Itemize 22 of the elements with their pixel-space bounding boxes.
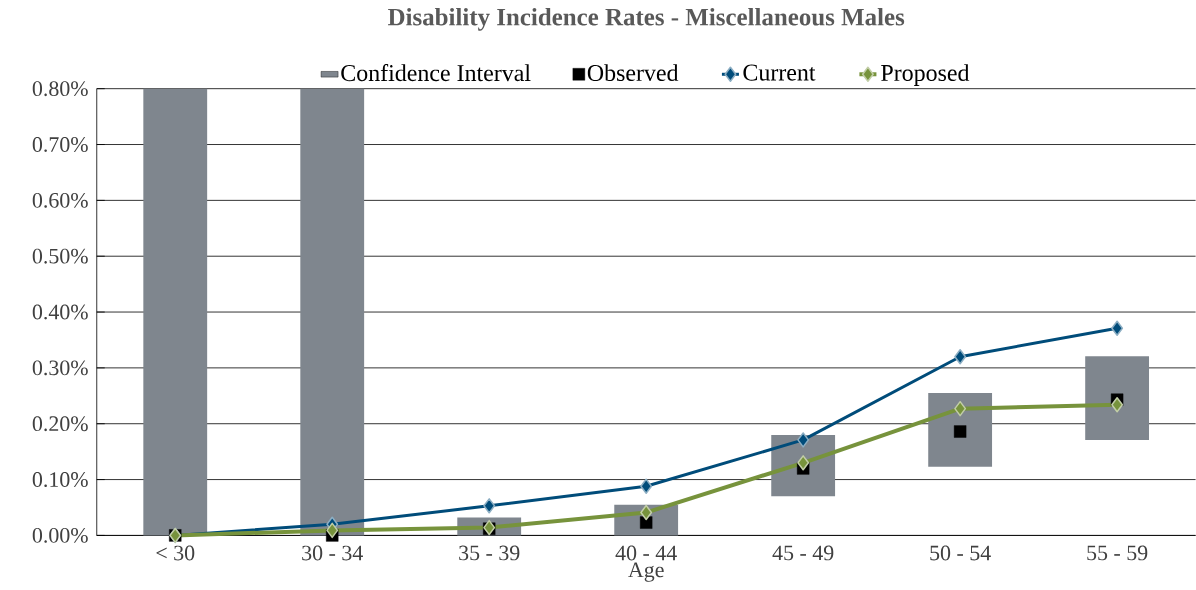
legend-label: Observed	[587, 64, 679, 82]
x-tick-label: < 30	[156, 545, 195, 561]
y-tick-label: 0.60%	[32, 193, 88, 208]
x-axis-title: Age	[628, 562, 664, 582]
x-tick-label: 45 - 49	[772, 545, 834, 561]
legend-label: Confidence Interval	[341, 64, 531, 82]
x-tick-label: 55 - 59	[1087, 545, 1148, 561]
x-tick-label: 35 - 39	[459, 545, 520, 561]
chart-title: Disability Incidence Rates - Miscellaneous Males	[388, 8, 905, 31]
y-tick-label: 0.70%	[32, 137, 88, 153]
y-tick-label: 0.50%	[32, 248, 88, 264]
x-tick-label: 30 - 34	[302, 545, 363, 561]
legend-label: Proposed	[881, 64, 970, 86]
x-tick-label: 40 - 44	[615, 545, 677, 561]
x-tick-label: 50 - 54	[930, 545, 991, 561]
y-tick-label: 0.30%	[32, 360, 88, 376]
y-tick-label: 0.10%	[32, 472, 88, 488]
y-tick-label: 0.00%	[32, 528, 88, 543]
y-tick-label: 0.80%	[32, 81, 88, 97]
y-tick-label: 0.40%	[32, 304, 88, 320]
y-tick-label: 0.20%	[32, 416, 88, 432]
legend-label: Current	[743, 64, 816, 81]
